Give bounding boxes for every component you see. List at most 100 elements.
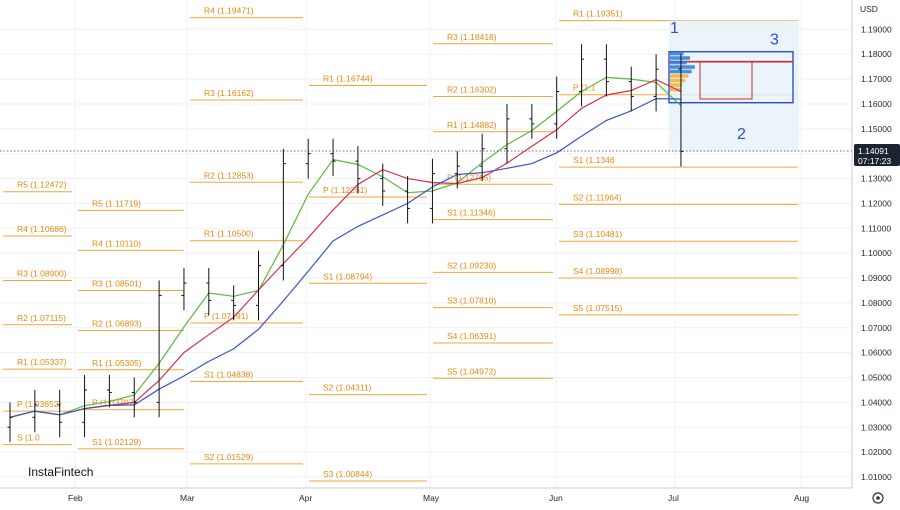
pivot-label: R4 (1.10686) (17, 224, 67, 234)
ohlc-bar (628, 66, 634, 112)
pivot-label: S1 (1.08794) (323, 271, 372, 281)
price-tick-label: 1.19000 (861, 24, 892, 34)
price-tick-label: 1.10000 (861, 248, 892, 258)
price-tick-label: 1.05000 (861, 373, 892, 383)
ohlc-bar (529, 103, 535, 139)
consolidation-box (668, 51, 794, 104)
ma-fast-line (9, 76, 682, 418)
candlesticks (7, 44, 684, 443)
pivot-label: R1 (1.14882) (447, 120, 497, 130)
price-tick-label: 1.02000 (861, 447, 892, 457)
ohlc-bar (231, 285, 237, 321)
ohlc-bar (131, 377, 137, 418)
pivot-label: R1 (1.05305) (92, 358, 142, 368)
pivot-levels: S (1.0 P (1.03652) R1 (1.05337) R2 (1.07115… (3, 6, 798, 482)
pivot-label: S2 (1.09230) (447, 260, 496, 270)
price-tick-label: 1.01000 (861, 472, 892, 482)
ohlc-bar (603, 44, 609, 97)
volume-profile-bar (670, 65, 695, 69)
price-tick-label: 1.03000 (861, 422, 892, 432)
settings-gear-icon-ring (872, 492, 884, 504)
ohlc-bar (653, 54, 659, 112)
pivot-label: R5 (1.12472) (17, 180, 67, 190)
pivot-label: R2 (1.16302) (447, 84, 497, 94)
pivot-label: S2 (1.11964) (573, 192, 622, 202)
pivot-label: S5 (1.04972) (447, 366, 496, 376)
bar-countdown: 07:17:23 (858, 156, 891, 166)
ohlc-bar (330, 138, 336, 177)
ohlc-bar (405, 176, 411, 224)
currency-label[interactable]: USD (860, 4, 878, 14)
pivot-label: S4 (1.08998) (573, 266, 622, 276)
pivot-label: P (1.07191) (204, 311, 248, 321)
pivot-label: R1 (1.19351) (573, 9, 623, 19)
pivot-label: S2 (1.01529) (204, 452, 253, 462)
price-tick-label: 1.16000 (861, 99, 892, 109)
ohlc-bar (156, 280, 162, 418)
ohlc-bar (305, 138, 311, 179)
pivot-label: S3 (1.07810) (447, 296, 496, 306)
ohlc-bar (579, 44, 585, 107)
price-tick-label: 1.07000 (861, 323, 892, 333)
wave-label-2: 2 (737, 126, 746, 143)
ma-mid-line (9, 78, 682, 418)
ohlc-bar (280, 148, 286, 281)
settings-gear-icon-hub (876, 496, 880, 500)
price-tick-label: 1.17000 (861, 74, 892, 84)
price-tick-label: 1.11000 (861, 223, 891, 233)
ohlc-bar (355, 146, 361, 194)
price-tick-label: 1.18000 (861, 49, 892, 59)
time-tick-label: Jul (668, 493, 679, 503)
volume-profile-bar (670, 51, 684, 56)
volume-profile-bar (670, 87, 681, 92)
pivot-label: R1 (1.16744) (323, 74, 373, 84)
brand-watermark: InstaFintech (28, 465, 93, 479)
time-tick-label: Mar (180, 493, 195, 503)
pivot-label: R4 (1.10110) (92, 238, 141, 248)
ohlc-bar (32, 389, 38, 433)
ohlc-bar (57, 389, 63, 438)
ma-slow-line (9, 98, 681, 418)
pivot-label: S3 (1.00844) (323, 469, 372, 479)
ohlc-bar (206, 268, 212, 316)
wave-label-3: 3 (770, 31, 779, 48)
volume-profile-bar (670, 74, 689, 78)
price-tick-label: 1.13000 (861, 174, 892, 184)
ohlc-bar (82, 375, 88, 438)
pivot-label: S1 (1.1346 (573, 155, 615, 165)
volume-profile-bar (670, 56, 690, 60)
time-axis-ticks[interactable]: Feb Mar Apr May Jun Jul Aug (68, 493, 809, 503)
time-tick-label: Jun (549, 493, 563, 503)
annotation-zones (668, 20, 799, 152)
pivot-label: P (1.12261) (323, 185, 367, 195)
price-tick-label: 1.09000 (861, 273, 892, 283)
pivot-label: S2 (1.04311) (323, 383, 372, 393)
value-area-box (699, 61, 753, 100)
price-tick-label: 1.12000 (861, 198, 892, 208)
pivot-label: S1 (1.11346) (447, 208, 496, 218)
pivot-label: S3 (1.10481) (573, 229, 622, 239)
pivot-label: R5 (1.11719) (92, 198, 141, 208)
ohlc-bar (504, 103, 510, 164)
settings-gear-icon[interactable] (872, 492, 884, 504)
ohlc-bar (554, 76, 560, 139)
pivot-label: P (1.03707) (92, 398, 136, 408)
pivot-label: S1 (1.02129) (92, 437, 141, 447)
last-price-value: 1.14091 (858, 146, 889, 156)
pivot-label: P (1.12765) (447, 172, 491, 182)
pivot-label: P (1.1 (573, 83, 596, 93)
pivot-label: R1 (1.05337) (17, 357, 67, 367)
pivot-label: R4 (1.19471) (204, 6, 254, 16)
price-axis-panel[interactable] (852, 0, 900, 510)
time-tick-label: Aug (794, 493, 809, 503)
volume-profile-bar (670, 60, 687, 65)
pivot-label: R3 (1.08501) (92, 278, 142, 288)
pivot-label: S1 (1.04838) (204, 369, 253, 379)
time-tick-label: Feb (68, 493, 83, 503)
ohlc-bar (454, 151, 460, 189)
price-tick-label: 1.15000 (861, 124, 892, 134)
pivot-label: R2 (1.12853) (204, 170, 254, 180)
ohlc-bar (678, 54, 684, 167)
ohlc-bar (429, 158, 435, 224)
